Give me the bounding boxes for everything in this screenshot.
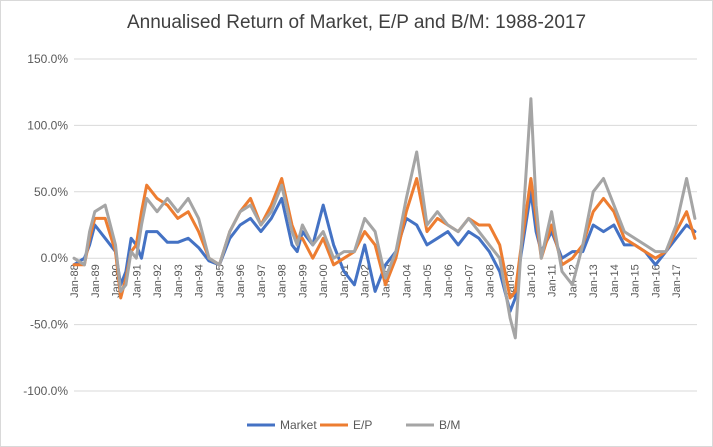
- y-axis-ticks: 150.0% 100.0% 50.0% 0.0% -50.0% -100.0%: [23, 52, 68, 398]
- legend: Market E/P B/M: [247, 418, 460, 432]
- chart-title: Annualised Return of Market, E/P and B/M…: [126, 12, 587, 33]
- x-tick-label: Jan-01: [339, 264, 351, 298]
- x-tick-label: Jan-00: [318, 264, 330, 298]
- x-tick-label: Jan-17: [671, 264, 683, 298]
- x-tick-label: Jan-13: [588, 264, 600, 298]
- x-tick-label: Jan-04: [401, 264, 413, 298]
- x-tick-label: Jan-89: [90, 264, 102, 298]
- series-lines: [72, 97, 697, 340]
- x-tick-label: Jan-02: [360, 264, 372, 298]
- x-tick-label: Jan-97: [256, 264, 268, 298]
- x-tick-label: Jan-98: [277, 264, 289, 298]
- x-axis-ticks: Jan-88 Jan-89 Jan-90 Jan-91 Jan-92 Jan-93 Jan-…: [69, 264, 683, 298]
- y-tick-label: -100.0%: [23, 384, 68, 398]
- x-tick-label: Jan-11: [547, 264, 559, 297]
- x-tick-label: Jan-95: [214, 264, 226, 298]
- x-tick-label: Jan-96: [235, 264, 247, 298]
- x-tick-label: Jan-91: [131, 264, 143, 298]
- x-tick-label: Jan-10: [526, 264, 538, 298]
- x-tick-label: Jan-08: [484, 264, 496, 298]
- x-tick-label: Jan-14: [609, 264, 621, 298]
- y-tick-label: 0.0%: [41, 251, 69, 265]
- x-tick-label: Jan-15: [630, 264, 642, 298]
- gridlines: [74, 58, 697, 392]
- series-line-b-m: [72, 97, 697, 340]
- y-tick-label: 150.0%: [27, 52, 68, 66]
- legend-label: Market: [280, 418, 317, 432]
- legend-label: E/P: [353, 418, 372, 432]
- x-tick-label: Jan-06: [443, 264, 455, 298]
- x-tick-label: Jan-16: [650, 264, 662, 298]
- y-tick-label: -50.0%: [30, 318, 68, 332]
- y-tick-label: 100.0%: [27, 118, 68, 132]
- x-tick-label: Jan-92: [152, 264, 164, 298]
- legend-label: B/M: [439, 418, 460, 432]
- x-tick-label: Jan-05: [422, 264, 434, 298]
- x-tick-label: Jan-88: [69, 264, 81, 298]
- x-tick-label: Jan-94: [194, 264, 206, 298]
- x-tick-label: Jan-07: [464, 264, 476, 298]
- x-tick-label: Jan-93: [173, 264, 185, 298]
- y-tick-label: 50.0%: [34, 185, 68, 199]
- series-line-e-p: [72, 177, 697, 300]
- x-tick-label: Jan-99: [297, 264, 309, 298]
